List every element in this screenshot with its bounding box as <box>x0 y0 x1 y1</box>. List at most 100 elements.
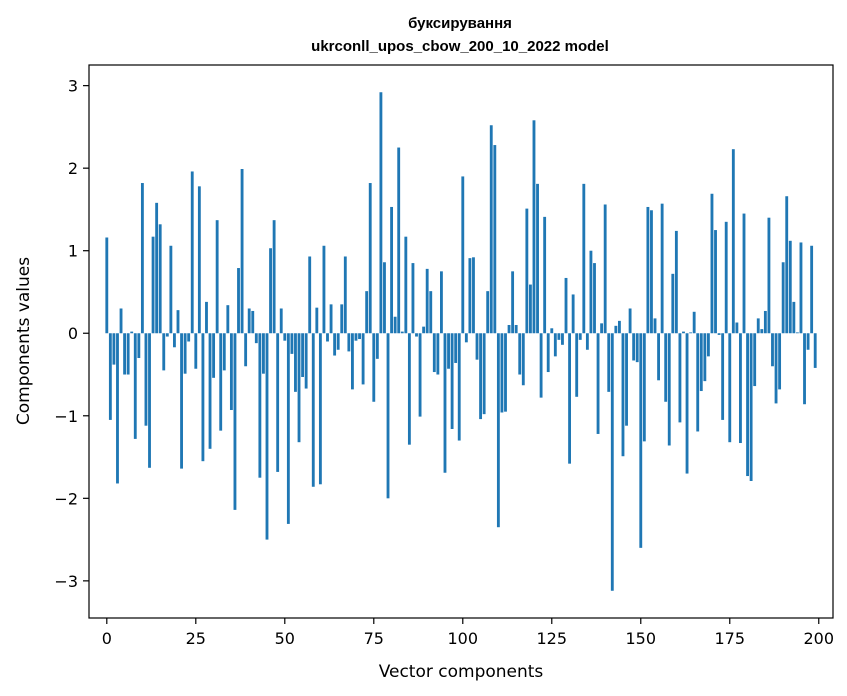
y-axis-label: Components values <box>14 257 34 425</box>
bar-118 <box>525 208 529 334</box>
bar-37 <box>237 268 240 334</box>
bar-95 <box>443 333 447 473</box>
bar-195 <box>799 242 803 334</box>
bar-71 <box>358 333 361 340</box>
bar-99 <box>457 333 461 441</box>
bar-141 <box>607 333 611 392</box>
bar-54 <box>297 333 301 443</box>
bar-49 <box>279 308 283 334</box>
bar-60 <box>318 333 322 485</box>
bar-39 <box>244 333 248 367</box>
x-tick-label-75: 75 <box>364 629 384 648</box>
bar-80 <box>390 206 394 334</box>
bar-40 <box>247 308 251 334</box>
x-tick-label-0: 0 <box>102 629 112 648</box>
x-tick-label-150: 150 <box>625 629 656 648</box>
bar-76 <box>375 333 379 359</box>
bar-137 <box>593 263 596 334</box>
bar-90 <box>425 268 429 334</box>
bar-128 <box>561 333 564 345</box>
y-tick-label-1: 1 <box>68 242 78 261</box>
bar-115 <box>514 324 518 334</box>
bar-178 <box>739 333 742 444</box>
bar-7 <box>130 331 134 334</box>
bar-93 <box>436 333 440 375</box>
bar-88 <box>418 333 422 417</box>
bar-187 <box>771 333 774 367</box>
bar-92 <box>432 333 436 373</box>
bar-180 <box>746 333 749 477</box>
bar-120 <box>532 120 536 334</box>
bar-140 <box>603 204 607 334</box>
bar-167 <box>699 333 703 392</box>
bar-17 <box>165 333 169 337</box>
bar-194 <box>795 332 799 334</box>
bar-113 <box>507 324 511 334</box>
bar-199 <box>813 333 817 368</box>
bar-12 <box>148 333 151 468</box>
bar-181 <box>749 333 753 481</box>
bar-82 <box>397 147 401 334</box>
bar-130 <box>568 333 571 464</box>
bar-74 <box>368 183 372 334</box>
bar-117 <box>521 333 525 386</box>
bar-46 <box>269 248 272 334</box>
y-tick-label-2: 2 <box>68 159 78 178</box>
bar-100 <box>461 176 465 334</box>
bar-154 <box>653 318 657 334</box>
bar-104 <box>475 333 479 360</box>
x-tick-label-125: 125 <box>537 629 568 648</box>
bar-171 <box>714 230 717 334</box>
bar-149 <box>635 333 639 363</box>
bar-168 <box>703 333 707 382</box>
bar-160 <box>674 230 678 334</box>
bar-53 <box>294 333 297 392</box>
bar-4 <box>119 308 123 334</box>
bar-192 <box>788 240 792 334</box>
bar-127 <box>557 333 561 340</box>
bar-139 <box>600 323 604 334</box>
bar-125 <box>550 328 554 334</box>
bar-32 <box>219 333 223 431</box>
plot-frame <box>88 64 834 619</box>
bar-163 <box>685 333 689 474</box>
bar-58 <box>311 333 315 487</box>
bar-144 <box>617 320 621 334</box>
bar-33 <box>222 333 226 371</box>
bar-72 <box>361 333 365 385</box>
bar-170 <box>710 193 714 334</box>
bar-16 <box>162 333 166 371</box>
bar-91 <box>429 291 433 334</box>
bar-155 <box>657 333 660 381</box>
bar-97 <box>450 333 454 429</box>
bar-84 <box>404 236 408 334</box>
bar-70 <box>354 333 358 341</box>
bar-111 <box>500 333 504 413</box>
bar-38 <box>240 169 244 334</box>
bar-34 <box>226 305 230 334</box>
bar-147 <box>628 308 632 334</box>
bar-174 <box>724 221 728 334</box>
bar-1 <box>108 333 112 420</box>
bar-94 <box>440 271 443 334</box>
bar-177 <box>735 322 739 334</box>
bar-86 <box>411 263 415 334</box>
bar-10 <box>140 183 144 334</box>
bar-114 <box>511 271 515 334</box>
bar-36 <box>233 333 237 510</box>
bar-196 <box>803 333 806 405</box>
bar-63 <box>329 304 333 334</box>
y-tick-label--2: −2 <box>54 489 78 508</box>
y-tick-label-0: 0 <box>68 324 78 343</box>
bar-59 <box>315 307 319 334</box>
bar-191 <box>785 196 789 334</box>
bar-101 <box>464 333 468 343</box>
bar-186 <box>767 217 771 334</box>
x-axis-label: Vector components <box>379 662 544 682</box>
bar-146 <box>625 333 628 426</box>
bar-77 <box>379 92 383 334</box>
bar-0 <box>105 237 109 334</box>
bar-55 <box>301 333 305 377</box>
bar-119 <box>528 284 532 334</box>
y-tick-label--1: −1 <box>54 407 78 426</box>
